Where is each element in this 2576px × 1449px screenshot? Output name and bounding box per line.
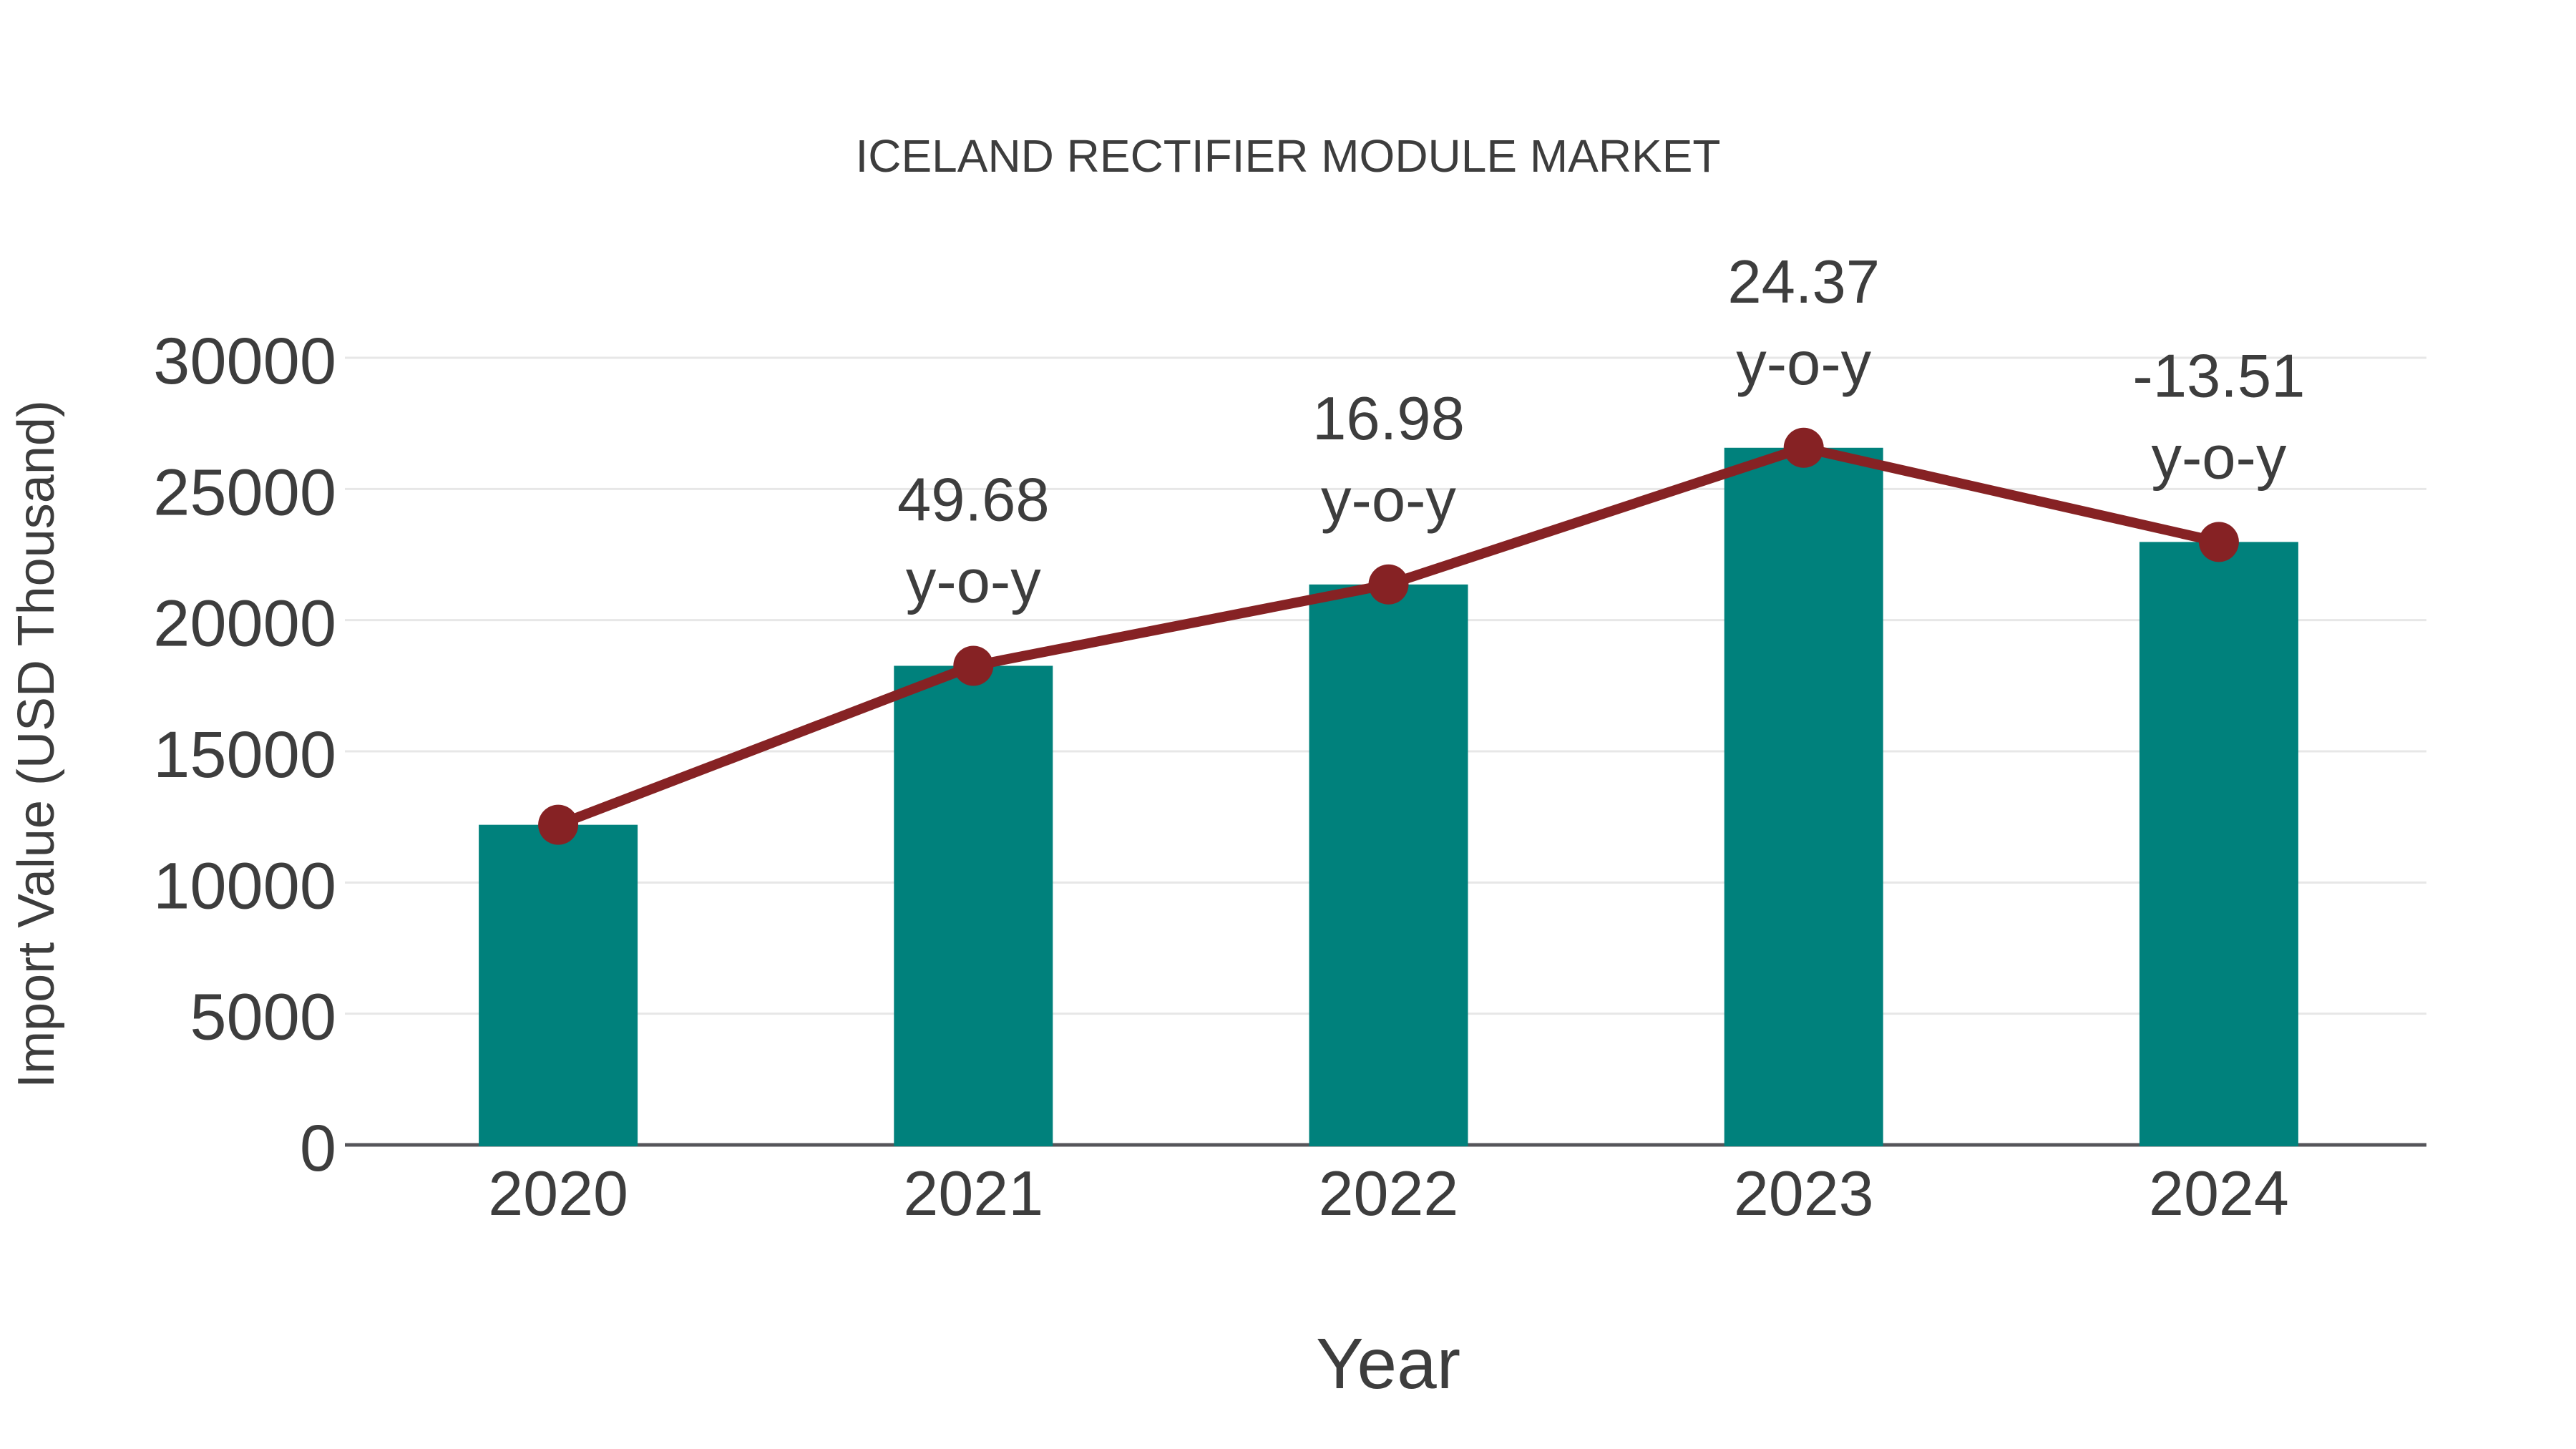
annotation-yoy-2023: y-o-y [1736,330,1871,398]
x-axis-title: Year [1316,1324,1460,1404]
x-tick-label-2024: 2024 [2149,1158,2289,1229]
annotation-yoy-2024: y-o-y [2151,424,2286,492]
bar-series [479,447,2298,1146]
bar-2023 [1724,447,1883,1146]
marker-2021 [953,645,994,686]
y-tick-label-30000: 30000 [153,325,336,398]
chart-title: ICELAND RECTIFIER MODULE MARKET [855,130,1720,182]
x-tick-label-2023: 2023 [1734,1158,1874,1229]
annotation-value-2024: -13.51 [2132,342,2305,410]
annotation-value-2022: 16.98 [1312,385,1465,453]
marker-2020 [538,804,579,845]
y-axis-title: Import Value (USD Thousand) [8,400,65,1088]
x-tick-label-2022: 2022 [1319,1158,1459,1229]
x-tick-label-2021: 2021 [903,1158,1043,1229]
y-tick-label-25000: 25000 [153,456,336,529]
x-tick-label-2020: 2020 [488,1158,628,1229]
marker-2023 [1783,427,1824,468]
y-tick-label-15000: 15000 [153,718,336,791]
y-tick-label-0: 0 [300,1112,336,1185]
bar-2022 [1309,584,1468,1146]
annotation-value-2021: 49.68 [897,466,1050,534]
x-axis-tick-labels: 2020 2021 2022 2023 2024 [488,1158,2289,1229]
y-tick-label-20000: 20000 [153,587,336,660]
annotation-value-2023: 24.37 [1727,248,1880,316]
annotation-yoy-2021: y-o-y [906,547,1041,615]
bar-2020 [479,824,638,1146]
y-tick-label-10000: 10000 [153,849,336,922]
y-tick-label-5000: 5000 [190,981,336,1054]
marker-2024 [2198,522,2239,562]
line-series [538,427,2239,845]
bar-2024 [2139,542,2298,1146]
y-axis-tick-labels: 0 5000 10000 15000 20000 25000 30000 [153,325,336,1185]
bar-2021 [894,665,1053,1146]
yoy-annotations: 49.68 y-o-y 16.98 y-o-y 24.37 y-o-y -13.51 y-o-… [897,248,2305,616]
annotation-yoy-2022: y-o-y [1321,467,1456,535]
marker-2022 [1368,564,1409,605]
